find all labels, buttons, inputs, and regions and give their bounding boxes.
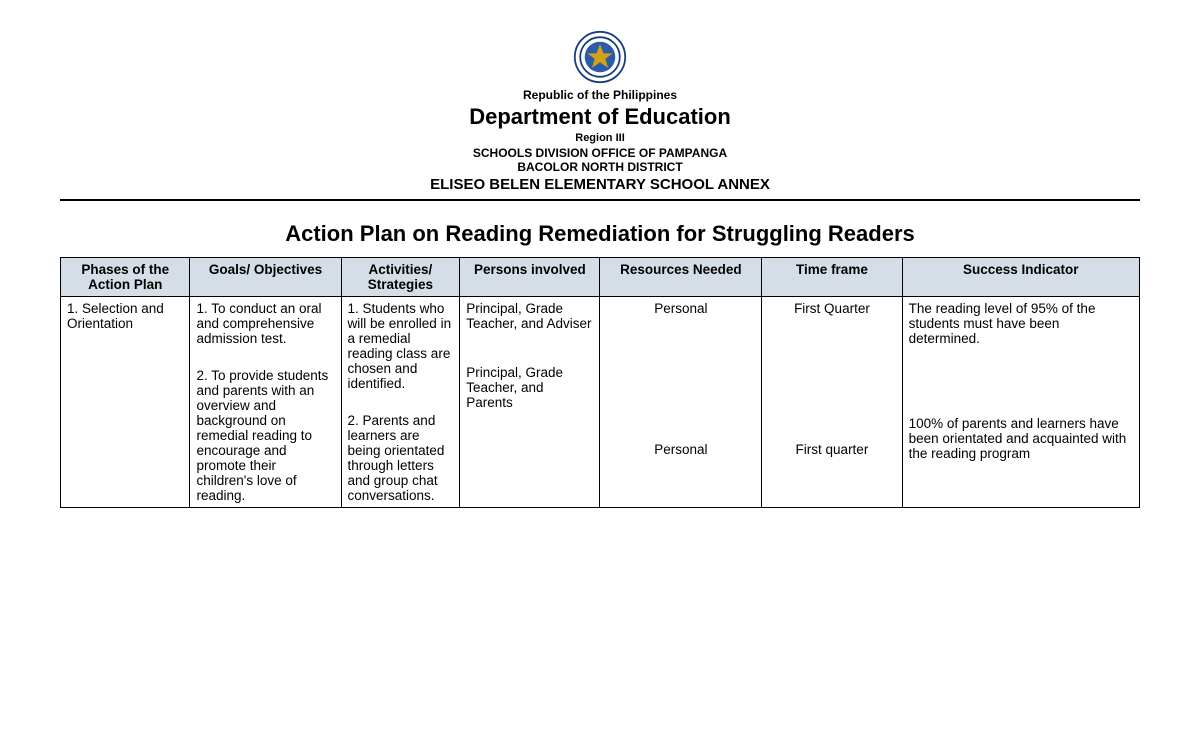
success-2: 100% of parents and learners have been o… [909, 416, 1133, 461]
header-division: SCHOOLS DIVISION OFFICE OF PAMPANGA [60, 146, 1140, 160]
col-phases: Phases of the Action Plan [61, 258, 190, 297]
header-district: BACOLOR NORTH DISTRICT [60, 160, 1140, 174]
document-header: Republic of the Philippines Department o… [60, 30, 1140, 193]
resources-1: Personal [606, 301, 755, 316]
cell-activities: 1. Students who will be enrolled in a re… [341, 297, 460, 508]
goal-1: 1. To conduct an oral and comprehensive … [196, 301, 334, 346]
activity-1: 1. Students who will be enrolled in a re… [348, 301, 454, 391]
table-row: 1. Selection and Orientation 1. To condu… [61, 297, 1140, 508]
col-goals: Goals/ Objectives [190, 258, 341, 297]
header-republic: Republic of the Philippines [60, 88, 1140, 102]
cell-success: The reading level of 95% of the students… [902, 297, 1139, 508]
cell-timeframe: First Quarter First quarter [762, 297, 902, 508]
success-1: The reading level of 95% of the students… [909, 301, 1133, 346]
cell-phase: 1. Selection and Orientation [61, 297, 190, 508]
persons-1: Principal, Grade Teacher, and Adviser [466, 301, 593, 331]
cell-resources: Personal Personal [600, 297, 762, 508]
col-success: Success Indicator [902, 258, 1139, 297]
header-region: Region III [60, 132, 1140, 144]
document-title: Action Plan on Reading Remediation for S… [60, 221, 1140, 247]
col-timeframe: Time frame [762, 258, 902, 297]
timeframe-1: First Quarter [768, 301, 895, 316]
cell-goals: 1. To conduct an oral and comprehensive … [190, 297, 341, 508]
goal-2: 2. To provide students and parents with … [196, 368, 334, 503]
timeframe-2: First quarter [768, 442, 895, 457]
header-school: ELISEO BELEN ELEMENTARY SCHOOL ANNEX [60, 176, 1140, 193]
col-persons: Persons involved [460, 258, 600, 297]
action-plan-table: Phases of the Action Plan Goals/ Objecti… [60, 257, 1140, 508]
table-header-row: Phases of the Action Plan Goals/ Objecti… [61, 258, 1140, 297]
resources-2: Personal [606, 442, 755, 457]
header-department: Department of Education [60, 104, 1140, 130]
cell-persons: Principal, Grade Teacher, and Adviser Pr… [460, 297, 600, 508]
header-divider [60, 199, 1140, 201]
col-resources: Resources Needed [600, 258, 762, 297]
col-activities: Activities/ Strategies [341, 258, 460, 297]
persons-2: Principal, Grade Teacher, and Parents [466, 365, 593, 410]
deped-seal-icon [573, 30, 627, 84]
activity-2: 2. Parents and learners are being orient… [348, 413, 454, 503]
